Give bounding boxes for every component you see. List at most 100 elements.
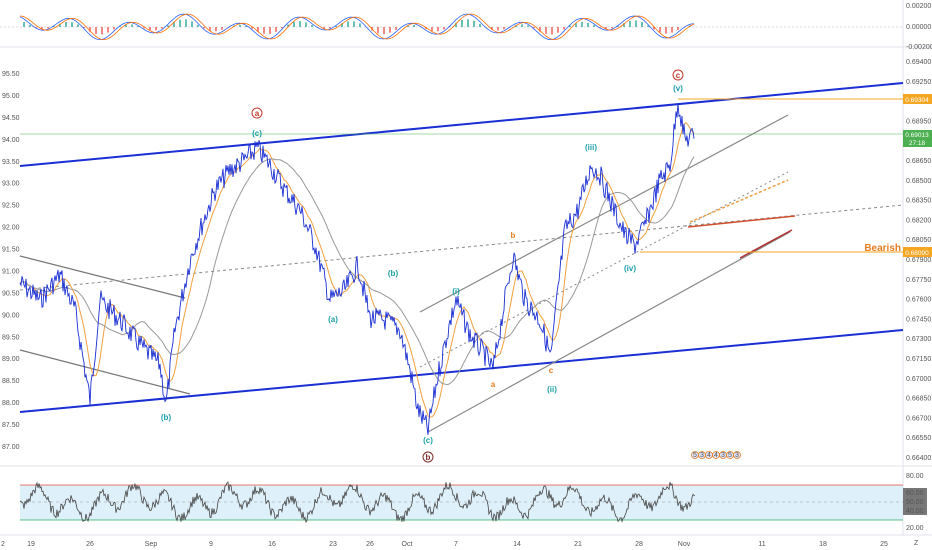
event-marker-label: 5 xyxy=(728,452,732,459)
left-axis-tick: 88.00 xyxy=(2,400,20,407)
right-axis-tick: 0.67150 xyxy=(906,356,931,363)
wave-label: (c) xyxy=(423,436,433,445)
wave-label-circle-c xyxy=(672,69,684,81)
rsi-line xyxy=(19,481,696,524)
rsi-series xyxy=(19,481,696,524)
osc-axis-tick: 0.00200 xyxy=(906,3,931,10)
left-axis-tick: 87.50 xyxy=(2,422,20,429)
time-axis-tick: 26 xyxy=(366,541,374,548)
right-axis-tick: 0.68950 xyxy=(906,118,931,125)
left-axis-tick: 91.00 xyxy=(2,268,20,275)
rsi-axis: 80.00 60.00 50.00 40.00 20.00 xyxy=(903,473,927,532)
right-axis-tick: 0.67000 xyxy=(906,376,931,383)
oscillator-axis: 0.00200 0.00000 -0.00200 xyxy=(906,3,932,51)
oscillator-series xyxy=(19,13,695,41)
wave-label: (ii) xyxy=(547,385,557,394)
left-axis-tick: 90.00 xyxy=(2,312,20,319)
wave-labels: a (c) (b) (a) (b) (c) b (i) a b c (ii) (… xyxy=(161,69,684,463)
right-axis-tick: 0.68050 xyxy=(906,237,931,244)
left-axis-tick: 94.50 xyxy=(2,115,20,122)
right-axis-tick: 0.68200 xyxy=(906,217,931,224)
event-marker[interactable] xyxy=(733,451,741,459)
time-axis-tick: 26 xyxy=(86,541,94,548)
left-axis-tick: 90.50 xyxy=(2,290,20,297)
wave-label: (iv) xyxy=(624,264,636,273)
price-series xyxy=(19,102,695,435)
left-axis-tick: 88.50 xyxy=(2,378,20,385)
wave-label-circle-b xyxy=(422,451,434,463)
wave-label: (iii) xyxy=(585,143,597,152)
wave-label: b xyxy=(511,231,516,240)
early-channel-lower xyxy=(19,349,191,395)
resistance-price-text: 0.69304 xyxy=(905,97,929,104)
time-axis-tick: 21 xyxy=(574,541,582,548)
rsi-axis-tick: 40.00 xyxy=(906,508,924,515)
channel-upper-line xyxy=(19,82,904,167)
current-price-text: 0.69013 xyxy=(905,132,929,139)
price-axis-labels: 0.69304 0.69013 27:18 0.68090 xyxy=(903,94,932,257)
left-axis-tick: 94.00 xyxy=(2,137,20,144)
event-marker-label: 4 xyxy=(714,452,718,459)
left-axis-tick: 92.50 xyxy=(2,203,20,210)
wave-label: (a) xyxy=(328,315,338,324)
right-axis-tick: 0.66700 xyxy=(906,415,931,422)
bearish-price-tag xyxy=(903,247,932,257)
trend-lines xyxy=(19,82,904,433)
time-axis-tick: 19 xyxy=(27,541,35,548)
right-axis-tick: 0.67750 xyxy=(906,277,931,284)
time-axis-tick: 7 xyxy=(454,541,458,548)
scale-toggle[interactable]: Z xyxy=(914,540,919,547)
time-axis-tick: Oct xyxy=(402,541,413,548)
time-axis-tick: Nov xyxy=(678,541,691,548)
event-marker-label: 5 xyxy=(693,452,697,459)
channel-lower-line xyxy=(19,329,904,413)
rsi-axis-tick: 80.00 xyxy=(906,473,924,480)
rsi-band xyxy=(20,485,903,520)
event-marker-label: 4 xyxy=(707,452,711,459)
right-axis-tick: 0.67900 xyxy=(906,257,931,264)
rsi-axis-tick: 50.00 xyxy=(906,499,924,506)
right-axis-tick: 0.67600 xyxy=(906,297,931,304)
right-axis-tick: 0.66400 xyxy=(906,455,931,462)
wave-label: c xyxy=(676,71,681,80)
right-axis-tick: 0.68650 xyxy=(906,158,931,165)
time-axis-tick: Sep xyxy=(145,541,158,548)
wave-label: b xyxy=(426,453,431,462)
event-marker-label: 3 xyxy=(721,452,725,459)
current-price-tag xyxy=(903,130,932,147)
red-projection-1 xyxy=(687,215,796,228)
wave-label: c xyxy=(549,366,554,375)
left-axis-tick: 95.50 xyxy=(2,71,20,78)
early-channel-upper xyxy=(19,255,186,299)
left-axis-tick: 93.50 xyxy=(2,159,20,166)
left-axis-tick: 89.00 xyxy=(2,356,20,363)
wave-label: a xyxy=(491,380,496,389)
wave-label: (b) xyxy=(161,413,172,422)
wave-label-circle-a xyxy=(251,107,263,119)
wave-label: (v) xyxy=(673,84,683,93)
wave-label: a xyxy=(255,109,260,118)
rsi-level-tag xyxy=(903,506,927,515)
left-axis-tick: 87.00 xyxy=(2,444,20,451)
left-price-axis: 95.50 95.00 94.50 94.00 93.50 93.00 92.50 92.00… xyxy=(2,71,20,451)
right-axis-tick: 0.68500 xyxy=(906,178,931,185)
bearish-price-text: 0.68090 xyxy=(905,250,929,257)
time-axis: 19 26 Sep 9 16 23 26 Oct 7 14 21 28 Nov 11 18 25 2 xyxy=(1,541,888,548)
left-axis-tick: 95.00 xyxy=(2,93,20,100)
wave-label: (i) xyxy=(452,287,460,296)
dotted-trend-line xyxy=(19,204,904,291)
right-price-axis: 0.69400 0.69250 0.68950 0.68650 0.68500 0.683… xyxy=(906,59,931,462)
osc-macd-line xyxy=(19,13,695,41)
time-axis-tick: 9 xyxy=(209,541,213,548)
left-axis-tick: 89.50 xyxy=(2,334,20,341)
resistance-price-tag xyxy=(903,94,932,104)
left-axis-tick: 92.00 xyxy=(2,225,20,232)
right-axis-tick: 0.66850 xyxy=(906,396,931,403)
slow-moving-average xyxy=(19,156,695,386)
time-axis-tick: 11 xyxy=(758,541,765,548)
time-axis-corner: 2 xyxy=(1,541,5,548)
right-axis-tick: 0.66550 xyxy=(906,435,931,442)
